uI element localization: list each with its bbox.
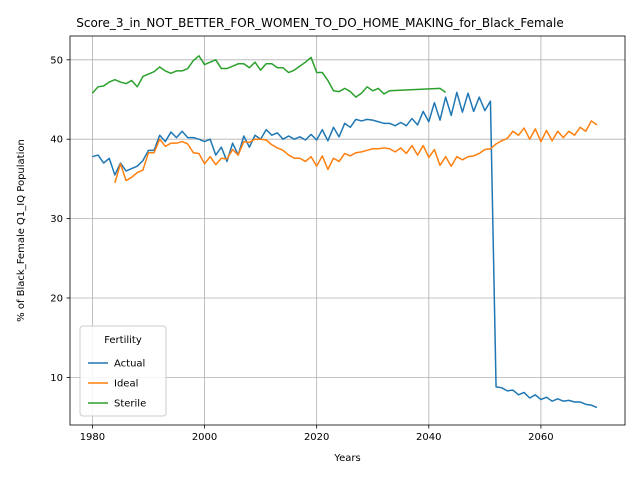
series-line-ideal — [114, 120, 598, 184]
x-tick-label: 1980 — [80, 432, 105, 443]
series-line-sterile — [91, 55, 447, 98]
x-tick-label: 2040 — [416, 432, 441, 443]
y-axis-label: % of Black_Female Q1_IQ Population — [16, 139, 27, 322]
chart-title: Score_3_in_NOT_BETTER_FOR_WOMEN_TO_DO_HO… — [76, 16, 564, 30]
y-tick-label: 50 — [50, 55, 63, 66]
y-tick-label: 40 — [50, 135, 63, 146]
y-tick-label: 20 — [50, 293, 63, 304]
series-lines — [91, 55, 598, 409]
plot-frame — [69, 35, 626, 426]
legend-title: Fertility — [104, 335, 142, 346]
axis-ticks: 1980 2000 2020 2040 2060 10 20 30 40 50 — [50, 55, 553, 443]
x-tick-label: 2000 — [192, 432, 217, 443]
legend-label-actual: Actual — [114, 359, 145, 370]
y-tick-label: 30 — [50, 214, 63, 225]
series-line-actual — [92, 91, 598, 409]
x-tick-label: 2020 — [304, 432, 329, 443]
x-tick-label: 2060 — [528, 432, 553, 443]
y-tick-label: 10 — [50, 373, 63, 384]
legend-label-sterile: Sterile — [114, 399, 146, 410]
legend-label-ideal: Ideal — [114, 379, 138, 390]
legend: Fertility Actual Ideal Sterile — [79, 325, 167, 417]
x-axis-label: Years — [333, 453, 360, 464]
legend-box — [79, 325, 167, 417]
